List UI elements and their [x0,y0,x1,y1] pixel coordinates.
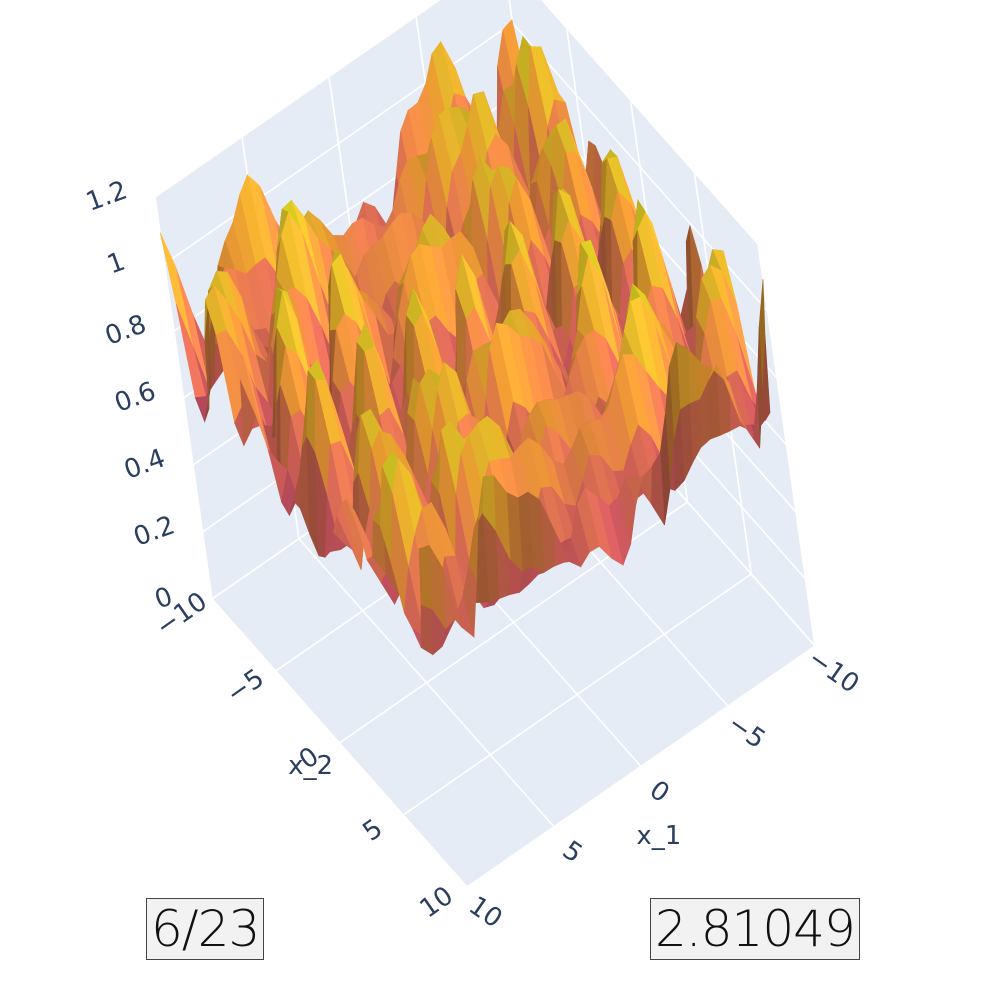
y-tick-label: −5 [221,663,270,710]
z-tick-label: 1 [103,247,129,281]
surface-mesh [159,19,771,656]
gridline [466,645,816,888]
z-tick-label: 1.2 [82,175,131,217]
x-tick-label: −5 [722,709,771,756]
value-readout-badge: 2.81049 [650,898,860,960]
frame-counter-badge: 6/23 [146,898,265,960]
y-tick-label: 5 [358,814,389,848]
x-tick-label: 0 [644,775,675,809]
z-tick-label: 0.4 [120,443,169,485]
z-tick-label: 0 [151,582,177,616]
y-tick-label: 10 [415,881,459,925]
z-tick-label: 0.6 [111,376,160,418]
gridline [154,0,441,198]
x-tick-label: −10 [802,644,864,700]
gridline [540,0,759,245]
gridline [402,573,752,816]
z-tick-label: 0.8 [101,309,150,351]
surface-patch [418,544,433,610]
y-axis-title: x_2 [288,751,333,781]
x-tick-label: 5 [557,835,588,869]
z-tick-label: 0.2 [130,510,179,552]
surface-patch [420,603,434,656]
x-tick-label: 10 [463,891,507,935]
x-axis-title: x_1 [636,821,681,851]
gridline [164,22,513,265]
